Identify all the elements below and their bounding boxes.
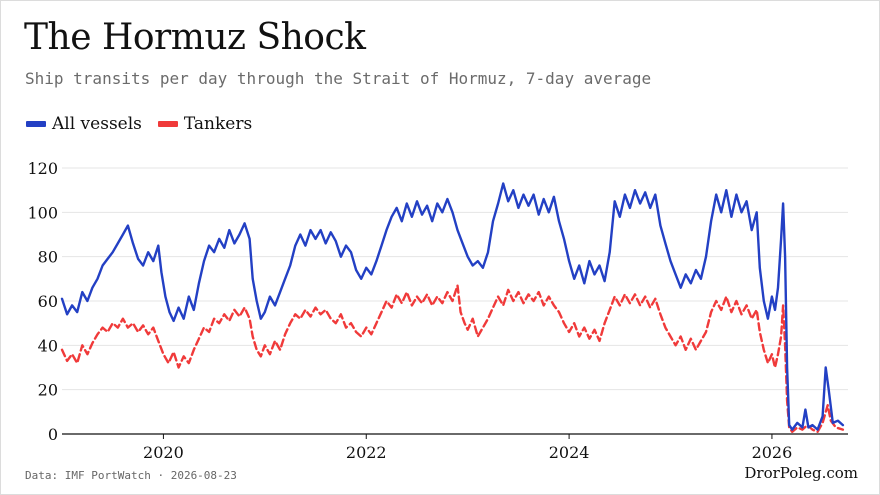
data-source-note: Data: IMF PortWatch · 2026-08-23: [25, 469, 237, 482]
brand-credit: DrorPoleg.com: [744, 464, 858, 482]
legend-label-all-vessels: All vessels: [52, 114, 142, 134]
y-tick-label: 0: [48, 425, 58, 444]
chart-legend: All vessels Tankers: [26, 114, 252, 134]
legend-item-all-vessels: All vessels: [26, 114, 142, 134]
y-tick-label: 100: [27, 203, 58, 222]
x-tick-label: 2026: [752, 443, 793, 462]
x-tick-label: 2024: [549, 443, 590, 462]
y-tick-label: 120: [27, 159, 58, 178]
legend-label-tankers: Tankers: [183, 114, 253, 134]
y-tick-label: 20: [38, 381, 58, 400]
x-tick-label: 2022: [346, 443, 387, 462]
y-tick-label: 60: [38, 292, 58, 311]
y-tick-label: 80: [38, 248, 58, 267]
legend-swatch-all-vessels: [26, 121, 46, 127]
legend-item-tankers: Tankers: [157, 114, 253, 134]
chart-subtitle: Ship transits per day through the Strait…: [25, 69, 652, 88]
series-line-all-vessels: [60, 182, 845, 431]
y-tick-label: 40: [38, 336, 58, 355]
series-line-tankers: [60, 284, 845, 433]
legend-swatch-tankers: [157, 121, 178, 127]
chart-title: The Hormuz Shock: [24, 17, 366, 58]
x-tick-label: 2020: [143, 443, 184, 462]
